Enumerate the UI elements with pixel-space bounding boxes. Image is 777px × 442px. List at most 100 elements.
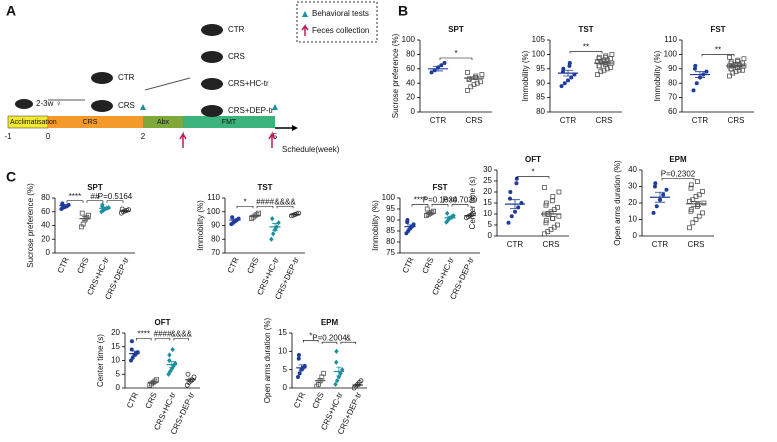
- significance-label: ##: [91, 192, 100, 201]
- data-point: [167, 352, 172, 358]
- y-tick-label: 20: [406, 93, 415, 102]
- significance-label: P=0.1634: [423, 196, 458, 205]
- week: 5: [273, 132, 278, 141]
- chart: TST Immobility (%) 80 85 90 95 100 105 CTR CRS **: [521, 25, 622, 125]
- data-point: [693, 217, 699, 222]
- x-tick-label: CTR: [292, 391, 307, 410]
- data-point: [661, 192, 666, 197]
- chart-title: SPT: [448, 25, 464, 34]
- data-point: [543, 200, 549, 206]
- error-bar: [232, 218, 238, 222]
- data-point: [230, 215, 235, 220]
- data-point: [727, 73, 732, 79]
- x-tick-label: CTR: [430, 116, 447, 125]
- mouse: [201, 51, 223, 63]
- chart-title: FST: [432, 183, 447, 192]
- legend-label: Behavioral tests: [312, 9, 369, 18]
- y-tick-label: 60: [406, 64, 415, 73]
- significance-label: *: [309, 331, 312, 340]
- significance-bracket: [236, 205, 254, 209]
- error-bar: [694, 71, 706, 78]
- significance-label: &: [346, 333, 352, 342]
- x-tick-label: CRS: [245, 256, 260, 275]
- significance-label: **: [715, 46, 721, 55]
- y-tick-label: 90: [536, 78, 545, 87]
- significance-label: ####: [154, 330, 172, 339]
- data-point: [269, 236, 274, 242]
- significance-label: *: [243, 197, 246, 206]
- legend-marker: [302, 11, 308, 17]
- error-bar: [467, 214, 473, 217]
- x-tick-label: CTR: [652, 240, 669, 249]
- y-axis-label: Immobility (%): [371, 200, 380, 251]
- significance-label: ####: [256, 197, 274, 206]
- x-tick-label: CRS: [543, 240, 560, 249]
- data-point: [79, 210, 85, 216]
- chart-title: OFT: [155, 318, 171, 327]
- error-bar: [62, 204, 68, 207]
- error-bar: [336, 366, 342, 377]
- significance-bracket: [106, 200, 124, 203]
- data-point: [129, 339, 134, 344]
- chart-title: FST: [710, 25, 725, 34]
- chart-title: OFT: [525, 155, 541, 164]
- x-tick-label: CRS: [688, 240, 705, 249]
- significance-bracket: [569, 51, 603, 54]
- data-point: [86, 212, 91, 218]
- legend-label: Feces collection: [312, 26, 369, 35]
- x-tick-label: CRS: [420, 256, 435, 275]
- error-bar: [131, 350, 137, 357]
- data-point: [478, 79, 483, 85]
- y-tick-label: 40: [628, 165, 637, 174]
- data-point: [508, 190, 513, 194]
- data-point: [704, 69, 709, 74]
- y-tick-label: 30: [483, 165, 492, 174]
- significance-label: ****: [69, 192, 81, 201]
- mouse: [201, 105, 223, 117]
- data-point: [701, 200, 707, 206]
- data-point: [561, 66, 566, 71]
- y-tick-label: 80: [386, 237, 395, 246]
- significance-bracket: [431, 204, 449, 207]
- data-point: [609, 52, 615, 57]
- data-point: [296, 210, 302, 216]
- panel-label: B: [398, 3, 408, 19]
- mouse: [201, 24, 223, 36]
- y-tick-label: 100: [382, 193, 396, 202]
- data-point: [276, 220, 281, 226]
- data-point: [405, 218, 410, 222]
- y-tick-label: 75: [386, 248, 395, 257]
- y-tick-label: 105: [532, 35, 546, 44]
- data-point: [424, 206, 430, 212]
- x-tick-label: CRS: [466, 116, 483, 125]
- error-bar: [82, 216, 88, 222]
- data-point: [550, 198, 555, 204]
- data-point: [542, 185, 547, 191]
- error-bar: [598, 61, 610, 65]
- chart-title: SPT: [87, 183, 103, 192]
- error-bar: [355, 383, 361, 387]
- y-tick-label: 5: [283, 365, 288, 374]
- y-tick-label: 110: [207, 193, 220, 202]
- y-tick-label: 95: [536, 64, 545, 73]
- y-tick-label: 15: [483, 198, 492, 207]
- data-point: [559, 84, 564, 89]
- error-bar: [509, 199, 521, 209]
- data-point: [445, 210, 450, 216]
- significance-label: *: [531, 168, 534, 177]
- y-tick-label: 0: [116, 383, 121, 392]
- data-point: [690, 220, 696, 226]
- y-tick-label: 100: [532, 50, 546, 59]
- y-tick-label: 95: [386, 204, 395, 213]
- y-tick-label: 15: [111, 342, 120, 351]
- axis-label: Schedule(week): [282, 145, 340, 154]
- y-axis-label: Sucrose preference (%): [391, 33, 400, 118]
- significance-label: P=0.2302: [661, 169, 696, 178]
- y-tick-label: 20: [41, 234, 50, 243]
- arrow: [292, 125, 298, 131]
- data-point: [595, 72, 600, 77]
- y-tick-label: 110: [664, 35, 677, 44]
